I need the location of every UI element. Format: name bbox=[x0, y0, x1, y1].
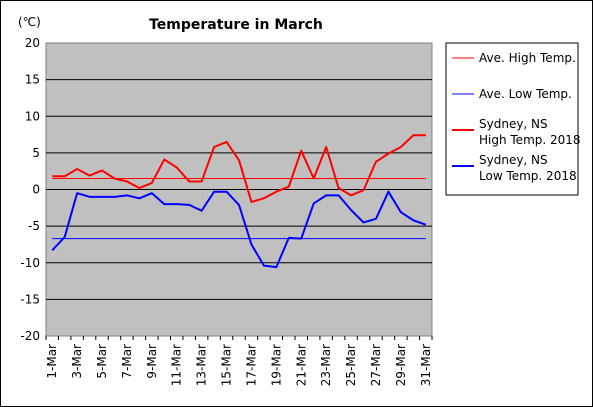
x-tick-label: 15-Mar bbox=[220, 344, 234, 386]
x-tick-label: 13-Mar bbox=[195, 344, 209, 386]
y-tick-label: 10 bbox=[25, 109, 40, 123]
y-tick-label: 0 bbox=[32, 183, 40, 197]
x-tick-label: 11-Mar bbox=[170, 344, 184, 386]
legend: Ave. High Temp. Ave. Low Temp. Sydney, NS H… bbox=[452, 51, 581, 183]
y-tick-label: 15 bbox=[25, 73, 40, 87]
x-tick-label: 5-Mar bbox=[95, 344, 109, 379]
x-tick-label: 25-Mar bbox=[344, 344, 358, 386]
series-layer bbox=[51, 134, 427, 269]
y-tick-label: -15 bbox=[20, 292, 40, 306]
grid-layer bbox=[46, 79, 432, 300]
y-tick-label: 5 bbox=[32, 146, 40, 160]
x-tick-label: 1-Mar bbox=[45, 344, 59, 379]
legend-label-3: High Temp. 2018 bbox=[479, 133, 581, 147]
y-tick-label: -5 bbox=[28, 219, 40, 233]
chart-title: Temperature in March bbox=[149, 17, 323, 33]
legend-label-3: Sydney, NS bbox=[479, 117, 548, 131]
y-axis-unit-label: (℃) bbox=[18, 15, 41, 29]
x-tick-label: 7-Mar bbox=[120, 344, 134, 379]
legend-box bbox=[445, 42, 579, 196]
x-tick-label: 21-Mar bbox=[294, 344, 308, 386]
x-tick-label: 19-Mar bbox=[269, 344, 283, 386]
y-tick-label: -10 bbox=[20, 256, 40, 270]
legend-label-4: Low Temp. 2018 bbox=[479, 169, 577, 183]
series-line-4 bbox=[51, 190, 427, 269]
legend-label-2: Ave. Low Temp. bbox=[479, 87, 572, 101]
x-tick-label: 27-Mar bbox=[369, 344, 383, 386]
x-tick-label: 31-Mar bbox=[419, 344, 433, 386]
x-tick-label: 17-Mar bbox=[244, 344, 258, 386]
y-tick-label: 20 bbox=[25, 36, 40, 50]
x-tick-label: 9-Mar bbox=[145, 344, 159, 379]
x-axis-ticks: 1-Mar 3-Mar 5-Mar 7-Mar 9-Mar 11-Mar 13-Mar 15-… bbox=[45, 336, 433, 386]
x-tick-label: 3-Mar bbox=[70, 344, 84, 379]
series-line-3 bbox=[52, 134, 426, 203]
y-tick-label: -20 bbox=[20, 329, 40, 343]
y-axis-ticks: 20 15 10 5 0 -5 -10 -15 -20 bbox=[20, 36, 40, 343]
x-tick-label: 23-Mar bbox=[319, 344, 333, 386]
x-tick-label: 29-Mar bbox=[394, 344, 408, 386]
legend-label-1: Ave. High Temp. bbox=[479, 51, 576, 65]
legend-label-4: Sydney, NS bbox=[479, 153, 548, 167]
